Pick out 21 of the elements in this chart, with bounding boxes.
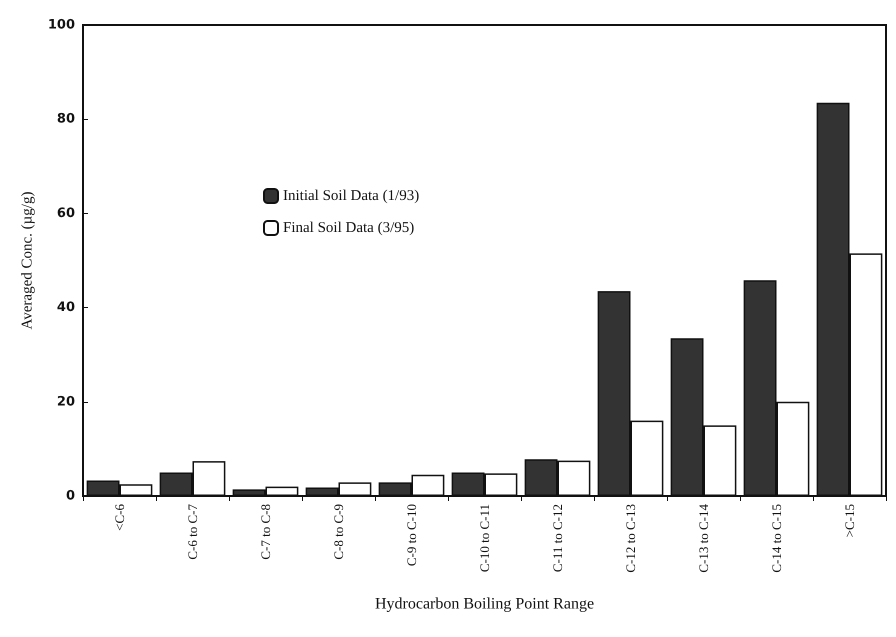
y-tick-label: 100 bbox=[48, 18, 75, 32]
y-tick-label: 60 bbox=[56, 206, 75, 221]
y-tick-label: 80 bbox=[56, 112, 75, 127]
x-tick-label: C-8 to C-9 bbox=[331, 504, 346, 560]
y-axis-title: Averaged Conc. (µg/g) bbox=[20, 192, 36, 330]
legend-label: Final Soil Data (3/95) bbox=[283, 220, 414, 236]
legend-label: Initial Soil Data (1/93) bbox=[283, 188, 420, 204]
x-tick-label: C-13 to C-14 bbox=[696, 504, 711, 573]
x-tick-label: C-6 to C-7 bbox=[185, 504, 200, 560]
x-tick-label: >C-15 bbox=[842, 504, 857, 538]
x-tick-label: C-12 to C-13 bbox=[623, 504, 638, 573]
y-tick-label: 20 bbox=[56, 394, 75, 410]
y-tick-label: 40 bbox=[56, 300, 75, 316]
x-tick-label: C-14 to C-15 bbox=[769, 504, 784, 573]
x-tick-label: C-9 to C-10 bbox=[404, 504, 419, 566]
x-tick-label: <C-6 bbox=[112, 504, 127, 531]
y-tick-label: 0 bbox=[66, 488, 75, 504]
x-axis-title: Hydrocarbon Boiling Point Range bbox=[374, 596, 594, 612]
x-tick-label: C-11 to C-12 bbox=[550, 504, 565, 572]
x-tick-label: C-10 to C-11 bbox=[477, 504, 492, 572]
x-tick-label: C-7 to C-8 bbox=[258, 504, 273, 560]
